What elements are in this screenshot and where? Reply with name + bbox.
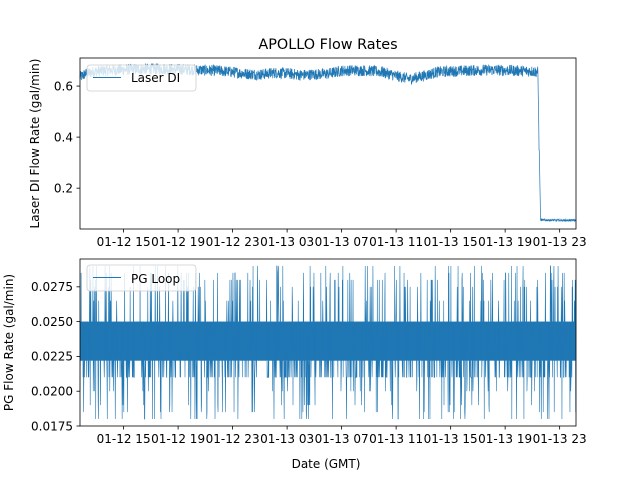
top-y-axis: 0.2 0.4 0.6 <box>54 79 80 195</box>
y-tick-label: 0.0200 <box>31 385 73 399</box>
x-axis-label: Date (GMT) <box>292 457 361 471</box>
x-tick-label: 01-12 19 <box>151 432 205 446</box>
x-tick-label: 01-12 19 <box>151 235 205 249</box>
y-tick-label: 0.0250 <box>31 315 73 329</box>
x-tick-label: 01-13 07 <box>315 235 369 249</box>
y-tick-label: 0.4 <box>54 130 73 144</box>
x-tick-label: 01-13 11 <box>369 432 423 446</box>
chart-title: APOLLO Flow Rates <box>258 37 397 53</box>
x-tick-label: 01-12 23 <box>206 235 260 249</box>
pg-loop-series <box>79 265 577 420</box>
bottom-axes-frame <box>79 258 577 427</box>
x-tick-label: 01-13 07 <box>315 432 369 446</box>
y-tick-label: 0.0225 <box>31 350 73 364</box>
bottom-legend-box <box>86 264 197 292</box>
x-tick-label: 01-13 15 <box>424 432 478 446</box>
x-tick-label: 01-12 15 <box>97 235 151 249</box>
x-tick-label: 01-13 03 <box>260 432 314 446</box>
x-tick-label: 01-13 03 <box>260 235 314 249</box>
bottom-y-axis: 0.0175 0.0200 0.0225 0.0250 0.0275 <box>31 280 80 433</box>
top-axes-frame <box>79 57 577 230</box>
x-tick-label: 01-13 11 <box>369 235 423 249</box>
bottom-x-axis: 01-12 15 01-12 19 01-12 23 01-13 03 01-13 07… <box>97 426 587 446</box>
x-tick-label: 01-13 23 <box>533 432 587 446</box>
bottom-y-axis-label: PG Flow Rate (gal/min) <box>2 274 16 411</box>
top-y-axis-label: Laser DI Flow Rate (gal/min) <box>28 59 42 229</box>
y-tick-label: 0.0275 <box>31 280 73 294</box>
x-tick-label: 01-12 23 <box>206 432 260 446</box>
laser-di-subplot: APOLLO Flow Rates 0.20.40.6 01-12 15 01-1… <box>28 37 587 249</box>
x-tick-label: 01-13 23 <box>533 235 587 249</box>
top-legend-box <box>86 64 197 92</box>
y-tick-label: 0.2 <box>54 181 73 195</box>
bottom-legend: PG Loop <box>86 264 197 292</box>
pg-loop-line <box>79 265 577 420</box>
laser-di-legend-label: Laser DI <box>131 71 180 85</box>
x-tick-label: 01-12 15 <box>97 432 151 446</box>
pg-loop-legend-label: PG Loop <box>131 272 180 286</box>
top-legend: Laser DI <box>86 64 197 92</box>
y-tick-label: 0.6 <box>54 79 73 93</box>
x-tick-label: 01-13 15 <box>424 235 478 249</box>
x-tick-label: 01-13 19 <box>478 432 532 446</box>
x-tick-label: 01-13 19 <box>478 235 532 249</box>
y-tick-label: 0.0175 <box>31 419 73 433</box>
top-x-axis: 01-12 15 01-12 19 01-12 23 01-13 03 01-13 07… <box>97 229 587 249</box>
